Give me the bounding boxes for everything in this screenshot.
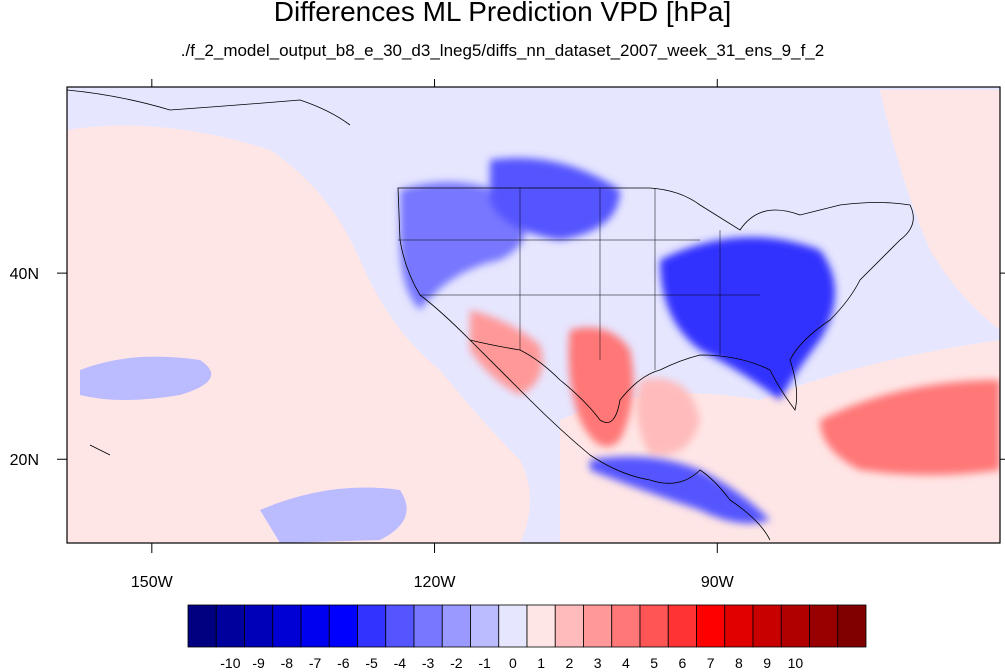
hawaii xyxy=(89,444,111,456)
colorbar-label: -1 xyxy=(478,655,491,671)
colorbar-swatch xyxy=(724,604,754,648)
colorbar-swatch xyxy=(187,604,217,648)
colorbar-label: 9 xyxy=(763,655,771,671)
colorbar-label: 3 xyxy=(594,655,602,671)
colorbar-swatch xyxy=(300,604,330,648)
colorbar-label: 0 xyxy=(509,655,517,671)
lon-tick-label: 150W xyxy=(131,574,174,591)
field-positive-atlantic xyxy=(820,380,1000,475)
colorbar-label: 4 xyxy=(622,655,630,671)
colorbar-swatch xyxy=(498,604,528,648)
field-negative-pacific-south xyxy=(260,487,407,543)
colorbar-label: 10 xyxy=(788,655,804,671)
colorbar-swatch xyxy=(526,604,556,648)
map-title: Differences ML Prediction VPD [hPa] xyxy=(273,0,732,27)
axis-ticks: 150W 120W 90W 40N 20N xyxy=(10,79,1005,591)
field-negative-west xyxy=(400,182,527,310)
colorbar-swatch xyxy=(752,604,782,648)
field-negative-central-america xyxy=(590,456,770,524)
alaska-coast xyxy=(66,89,351,126)
colorbar: -10 -9 -8 -7 -6 -5 -4 -3 -2 -1 0 1 2 3 4 5 6 7 8 9 10 xyxy=(187,604,867,671)
colorbar-label: -5 xyxy=(365,655,378,671)
colorbar-label: 1 xyxy=(537,655,545,671)
field-positive-west-pacific xyxy=(67,125,530,543)
colorbar-swatch xyxy=(639,604,669,648)
colorbar-swatch xyxy=(470,604,500,648)
field-negative-north xyxy=(490,158,620,240)
lon-tick-label: 120W xyxy=(414,574,457,591)
lat-tick-label: 20N xyxy=(10,452,39,469)
lon-tick-label: 90W xyxy=(701,574,735,591)
vpd-field xyxy=(67,87,1000,543)
colorbar-label: -7 xyxy=(309,655,322,671)
colorbar-label: -3 xyxy=(422,655,435,671)
coastlines xyxy=(66,89,914,541)
colorbar-label: -4 xyxy=(394,655,407,671)
colorbar-label: -2 xyxy=(450,655,463,671)
colorbar-swatch xyxy=(215,604,245,648)
colorbar-swatch xyxy=(357,604,387,648)
colorbar-swatch xyxy=(385,604,415,648)
colorbar-swatch xyxy=(413,604,443,648)
colorbar-swatch xyxy=(244,604,274,648)
field-positive-gulf xyxy=(636,378,700,456)
colorbar-label: 5 xyxy=(650,655,658,671)
colorbar-label: 2 xyxy=(565,655,573,671)
field-negative-east xyxy=(660,237,835,400)
field-positive-southwest xyxy=(470,310,543,395)
colorbar-swatch xyxy=(780,604,810,648)
colorbar-label: -8 xyxy=(281,655,294,671)
colorbar-swatch xyxy=(441,604,471,648)
colorbar-swatch xyxy=(611,604,641,648)
mexico-outline xyxy=(469,339,771,541)
map-frame xyxy=(66,86,1001,544)
colorbar-label: 6 xyxy=(678,655,686,671)
map-subtitle: ./f_2_model_output_b8_e_30_d3_lneg5/diff… xyxy=(180,41,825,60)
field-positive-northeast xyxy=(880,90,1000,330)
field-positive-texas xyxy=(568,327,634,447)
colorbar-swatch xyxy=(837,604,867,648)
colorbar-swatch xyxy=(696,604,726,648)
colorbar-label: 7 xyxy=(707,655,715,671)
lat-tick-label: 40N xyxy=(10,266,39,283)
colorbar-swatch xyxy=(667,604,697,648)
colorbar-label: 8 xyxy=(735,655,743,671)
colorbar-swatch xyxy=(328,604,358,648)
colorbar-swatch xyxy=(583,604,613,648)
colorbar-swatch xyxy=(554,604,584,648)
colorbar-label: -6 xyxy=(337,655,350,671)
colorbar-swatch xyxy=(809,604,839,648)
field-negative-hawaii xyxy=(80,356,212,400)
colorbar-swatch xyxy=(272,604,302,648)
colorbar-label: -10 xyxy=(220,655,240,671)
colorbar-label: -9 xyxy=(252,655,265,671)
